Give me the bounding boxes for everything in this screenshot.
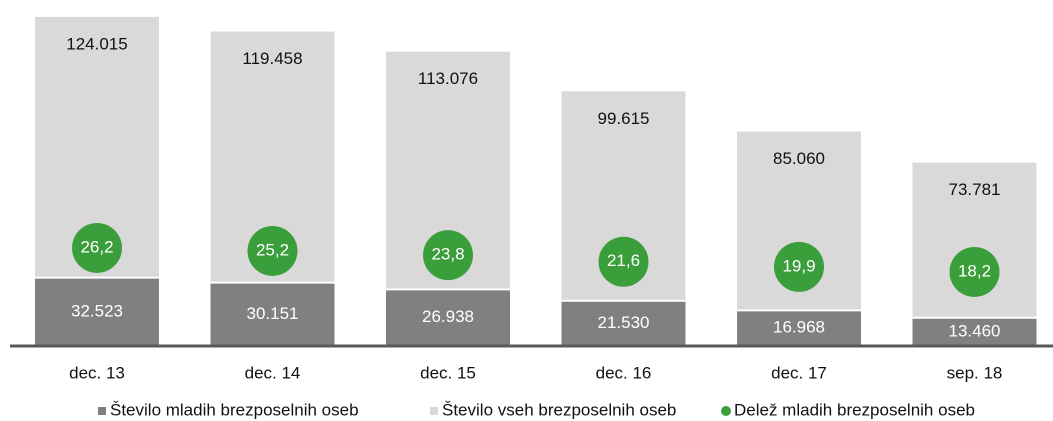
share-label: 18,2 bbox=[958, 261, 991, 280]
legend-marker bbox=[430, 407, 438, 415]
legend-label: Delež mladih brezposelnih oseb bbox=[734, 400, 975, 419]
share-dot bbox=[598, 236, 649, 287]
value-label: 113.076 bbox=[418, 69, 478, 88]
x-tick-label: dec. 13 bbox=[69, 363, 125, 382]
value-label: 13.460 bbox=[949, 321, 1001, 340]
bar bbox=[912, 317, 1037, 346]
bar bbox=[35, 277, 159, 346]
share-label: 23,8 bbox=[431, 245, 464, 264]
value-label: 26.938 bbox=[422, 307, 474, 326]
x-tick-label: dec. 15 bbox=[420, 363, 476, 382]
bar bbox=[561, 300, 686, 346]
share-dot bbox=[423, 230, 473, 281]
share-dot bbox=[72, 222, 122, 273]
bar bbox=[737, 310, 861, 346]
bar bbox=[210, 282, 335, 346]
share-label: 19,9 bbox=[782, 256, 815, 275]
share-label: 26,2 bbox=[80, 237, 113, 256]
share-dot bbox=[774, 241, 824, 292]
legend-marker bbox=[721, 406, 731, 416]
value-label: 99.615 bbox=[598, 109, 650, 128]
x-tick-label: dec. 14 bbox=[245, 363, 301, 382]
x-tick-label: dec. 16 bbox=[596, 363, 652, 382]
legend-label: Število mladih brezposelnih oseb bbox=[110, 400, 359, 419]
share-label: 21,6 bbox=[607, 251, 640, 270]
x-tick-label: dec. 17 bbox=[771, 363, 827, 382]
legend-label: Število vseh brezposelnih oseb bbox=[442, 400, 676, 419]
value-label: 73.781 bbox=[949, 180, 1001, 199]
bar bbox=[386, 289, 510, 346]
value-label: 124.015 bbox=[66, 34, 127, 53]
share-label: 25,2 bbox=[256, 240, 289, 259]
legend-marker bbox=[98, 407, 106, 415]
share-dot bbox=[247, 225, 298, 276]
x-tick-label: sep. 18 bbox=[947, 363, 1003, 382]
value-label: 30.151 bbox=[247, 304, 299, 323]
value-label: 85.060 bbox=[773, 149, 825, 168]
value-label: 21.530 bbox=[598, 313, 650, 332]
value-label: 32.523 bbox=[71, 301, 123, 320]
value-label: 16.968 bbox=[773, 318, 825, 337]
share-dot bbox=[949, 246, 1000, 297]
value-label: 119.458 bbox=[242, 49, 302, 68]
